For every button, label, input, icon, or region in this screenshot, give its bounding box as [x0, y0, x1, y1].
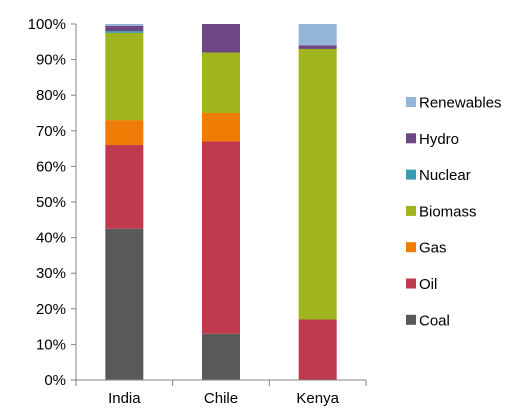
- bar-kenya-oil: [298, 319, 337, 380]
- legend-label-coal: Coal: [419, 312, 450, 329]
- bar-chile-oil: [202, 141, 240, 334]
- legend-swatch-hydro: [406, 133, 416, 144]
- bar-india-renewables: [105, 24, 144, 26]
- legend-label-gas: Gas: [419, 240, 447, 257]
- bar-india-gas: [105, 120, 144, 146]
- bar-chile-hydro: [202, 24, 240, 53]
- y-tick-label-90: 90%: [36, 52, 66, 69]
- y-tick-label-70: 70%: [36, 123, 66, 140]
- legend-swatch-gas: [406, 242, 416, 253]
- x-tick-label-india: India: [108, 390, 141, 407]
- bar-kenya-biomass: [298, 48, 337, 320]
- y-tick-label-80: 80%: [36, 87, 66, 104]
- legend-label-nuclear: Nuclear: [419, 167, 471, 184]
- bar-india-coal: [105, 228, 144, 380]
- y-tick-label-60: 60%: [36, 158, 66, 175]
- legend-label-oil: Oil: [419, 276, 437, 293]
- y-tick-label-40: 40%: [36, 230, 66, 247]
- x-tick-label-kenya: Kenya: [296, 390, 339, 407]
- bar-india-nuclear: [105, 31, 144, 33]
- legend-label-hydro: Hydro: [419, 131, 459, 148]
- bar-chile-biomass: [202, 52, 240, 113]
- y-tick-label-10: 10%: [36, 336, 66, 353]
- bar-india-biomass: [105, 32, 144, 121]
- bar-chile-gas: [202, 113, 240, 142]
- axes-group: India Chile Kenya 0% 10% 20% 30% 40% 50% 60% 70% 80…: [28, 16, 367, 407]
- legend-swatch-biomass: [406, 205, 416, 216]
- bar-kenya-hydro: [298, 45, 337, 49]
- y-tick-label-20: 20%: [36, 301, 66, 318]
- bar-india-hydro: [105, 25, 144, 32]
- bar-kenya-renewables: [298, 24, 337, 46]
- legend-swatch-coal: [406, 314, 416, 325]
- legend-label-biomass: Biomass: [419, 203, 477, 220]
- y-tick-label-50: 50%: [36, 194, 66, 211]
- bars-group: [105, 24, 337, 380]
- y-tick-label-100: 100%: [28, 16, 66, 33]
- x-tick-label-chile: Chile: [204, 390, 238, 407]
- bar-chile-coal: [202, 333, 240, 380]
- legend-label-renewables: Renewables: [419, 95, 502, 112]
- bar-india-oil: [105, 145, 144, 229]
- legend-swatch-oil: [406, 278, 416, 289]
- legend-swatch-nuclear: [406, 169, 416, 180]
- legend-swatch-renewables: [406, 97, 416, 107]
- y-tick-label-0: 0%: [44, 372, 66, 389]
- y-tick-label-30: 30%: [36, 265, 66, 282]
- legend: Renewables Hydro Nuclear Biomass Gas Oil Coal: [406, 95, 502, 329]
